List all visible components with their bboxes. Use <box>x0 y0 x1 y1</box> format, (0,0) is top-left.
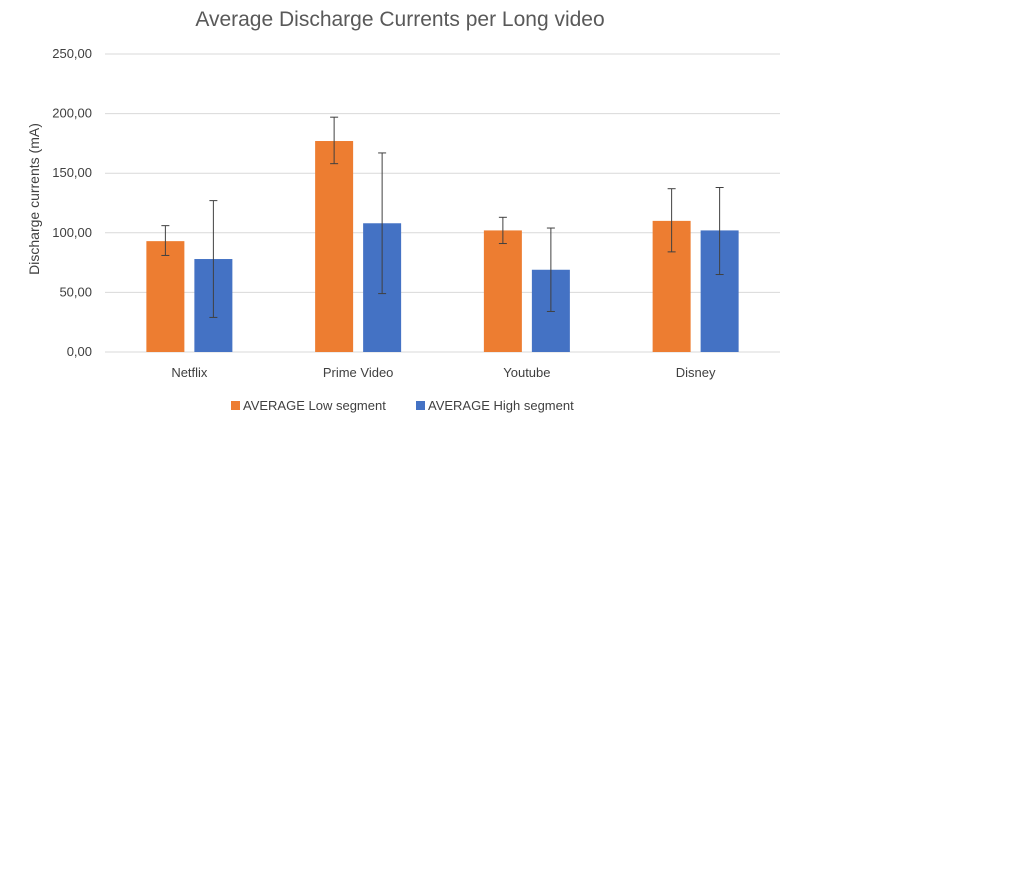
y-tick-label: 50,00 <box>59 284 92 299</box>
x-tick-label: Netflix <box>171 365 208 380</box>
legend-swatch <box>231 401 240 410</box>
y-axis-title: Discharge currents (mA) <box>26 123 42 275</box>
bars <box>146 141 739 352</box>
y-tick-label: 100,00 <box>52 225 92 240</box>
error-bars <box>161 116 724 318</box>
y-tick-label: 200,00 <box>52 106 92 121</box>
legend-item: AVERAGE Low segment <box>231 398 386 413</box>
legend-label: AVERAGE Low segment <box>243 398 386 413</box>
x-axis-category-labels: Netflix Prime Video Youtube Disney <box>171 365 716 380</box>
chart-title: Average Discharge Currents per Long vide… <box>195 8 604 31</box>
x-tick-label: Disney <box>676 365 716 380</box>
bar-low-segment <box>483 230 522 352</box>
x-tick-label: Youtube <box>503 365 550 380</box>
y-tick-label: 150,00 <box>52 165 92 180</box>
y-axis-tick-labels: 0,00 50,00 100,00 150,00 200,00 250,00 <box>52 46 92 359</box>
bar-low-segment <box>146 241 185 352</box>
legend-swatch <box>416 401 425 410</box>
error-bar <box>330 116 339 165</box>
error-bar <box>498 216 507 245</box>
error-bar <box>667 188 676 253</box>
bar-low-segment <box>315 141 354 352</box>
y-tick-label: 250,00 <box>52 46 92 61</box>
error-bar <box>546 227 555 312</box>
error-bar <box>161 225 170 256</box>
error-bar <box>378 152 387 295</box>
legend-item: AVERAGE High segment <box>416 398 574 413</box>
x-tick-label: Prime Video <box>323 365 394 380</box>
legend-label: AVERAGE High segment <box>428 398 574 413</box>
error-bar <box>715 187 724 276</box>
legend: AVERAGE Low segment AVERAGE High segment <box>231 398 574 413</box>
y-tick-label: 0,00 <box>67 344 92 359</box>
error-bar <box>209 200 218 318</box>
